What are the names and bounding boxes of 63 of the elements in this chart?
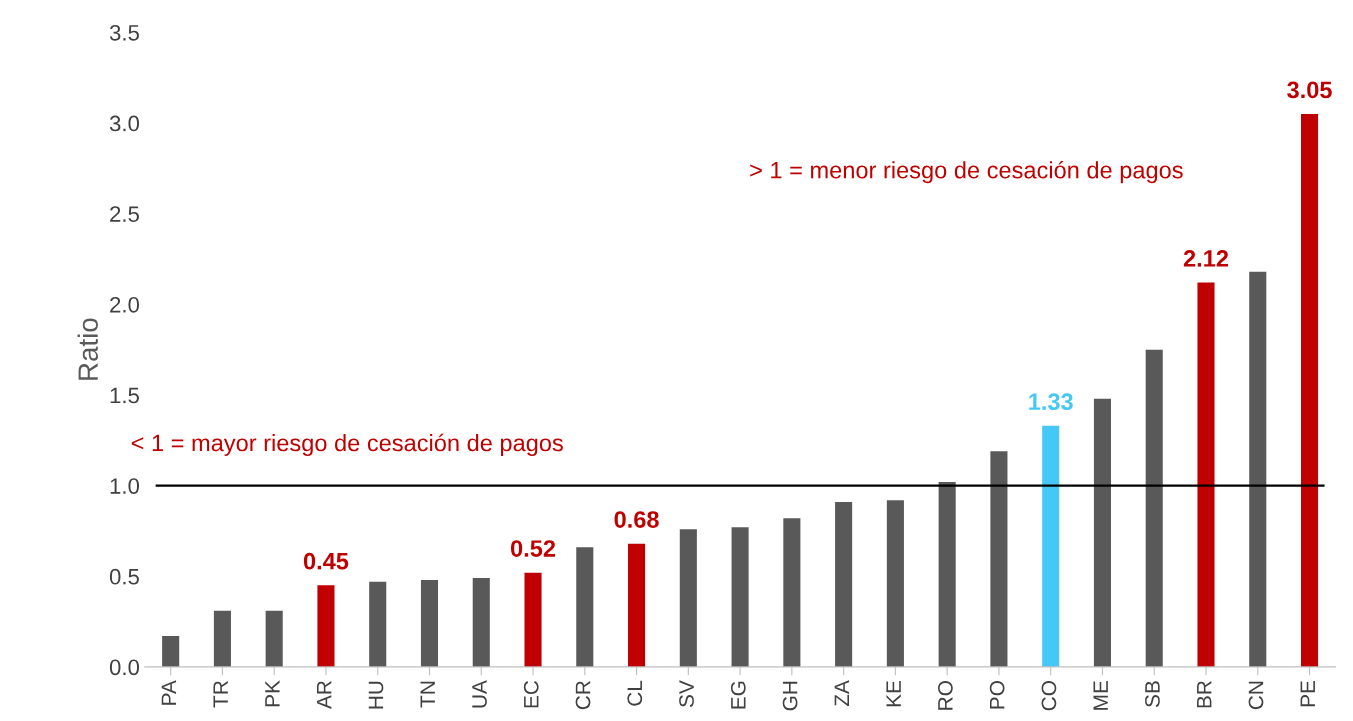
annotation: > 1 = menor riesgo de cesación de pagos [750, 160, 1183, 184]
x-tick-label: ZA [834, 680, 850, 707]
bar [835, 501, 853, 667]
x-tick-label: CN [1248, 681, 1264, 710]
bar [162, 636, 180, 667]
x-tick-label: EC [523, 680, 539, 708]
y-tick-label: 0.5 [109, 568, 139, 585]
bar [472, 578, 490, 667]
x-tick-label: UA [472, 680, 487, 708]
bar [213, 610, 231, 667]
data-label: 0.45 [303, 552, 349, 570]
x-tick-label: CO [1041, 681, 1057, 711]
x-tick-label: EG [730, 681, 746, 709]
data-label: 0.52 [510, 540, 556, 557]
x-tick-label: HU [368, 681, 384, 709]
bar [1093, 398, 1111, 667]
data-label: 3.05 [1287, 81, 1332, 99]
bar [1042, 425, 1060, 667]
bar [1249, 271, 1267, 667]
bar [628, 543, 646, 667]
x-tick-label: CL [627, 680, 643, 706]
y-tick-label: 2.0 [110, 296, 140, 313]
data-label: 0.68 [614, 511, 659, 528]
x-tick-label: RO [938, 681, 953, 710]
x-tick-label: GH [782, 681, 798, 711]
bar [1197, 282, 1215, 667]
y-tick-label: 0.0 [109, 659, 140, 676]
bar [576, 547, 594, 667]
y-tick-label: 1.0 [110, 478, 140, 494]
y-axis-title: Ratio [77, 318, 98, 380]
x-tick-label: AR [317, 681, 332, 710]
data-label: 2.12 [1183, 250, 1229, 267]
x-tick-label: PO [989, 681, 1005, 709]
bar [783, 518, 801, 667]
x-tick-label: KE [886, 681, 901, 707]
y-tick-label: 2.5 [110, 206, 139, 222]
bar [1300, 114, 1319, 667]
y-tick-label: 3.5 [109, 24, 139, 41]
bar [990, 451, 1008, 667]
x-tick-label: PE [1300, 681, 1315, 707]
x-tick-label: SB [1145, 681, 1160, 707]
x-tick-label: CR [575, 681, 591, 710]
bar [265, 610, 283, 667]
bar [369, 581, 387, 667]
x-tick-label: SV [679, 680, 694, 707]
x-tick-label: TR [213, 681, 228, 708]
bar [317, 585, 335, 667]
data-label: 1.33 [1029, 393, 1073, 411]
x-tick-label: TN [420, 681, 435, 708]
y-tick-label: 3.0 [109, 115, 140, 132]
annotation: < 1 = mayor riesgo de cesación de pagos [131, 433, 563, 456]
x-tick-label: ME [1093, 681, 1108, 710]
bar [524, 572, 542, 667]
x-tick-label: PA [161, 680, 177, 705]
bar [938, 482, 956, 667]
bar [731, 527, 749, 667]
y-tick-label: 1.5 [110, 387, 139, 404]
bar [1145, 349, 1163, 667]
bar [886, 500, 904, 667]
bar [679, 529, 697, 667]
bar [420, 579, 439, 667]
x-tick-label: PK [265, 680, 280, 707]
x-tick-label: BR [1197, 681, 1212, 708]
